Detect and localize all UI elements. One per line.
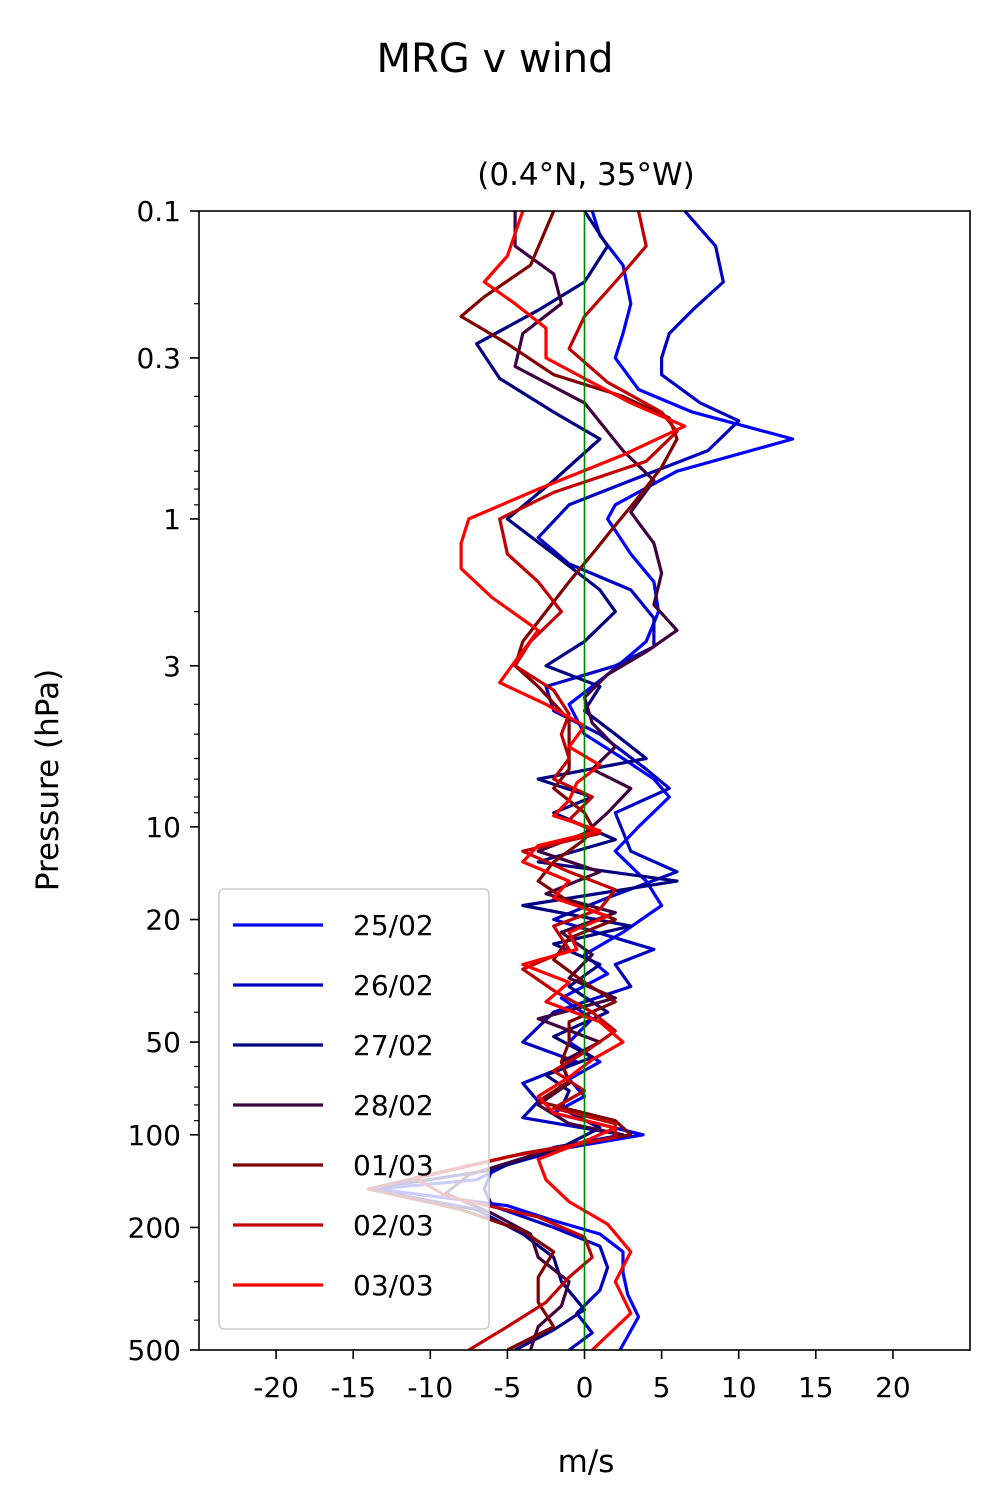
- y-tick-label: 3: [163, 650, 181, 683]
- y-tick-label: 0.3: [136, 342, 181, 375]
- x-tick-label: -15: [330, 1371, 376, 1404]
- chart-subtitle: (0.4°N, 35°W): [477, 157, 694, 193]
- x-tick-label: -5: [493, 1371, 521, 1404]
- x-tick-label: 5: [653, 1371, 671, 1404]
- legend-label-4: 01/03: [353, 1149, 434, 1182]
- x-tick-label: -10: [407, 1371, 453, 1404]
- x-tick-label: 10: [721, 1371, 757, 1404]
- legend-label-2: 27/02: [353, 1029, 434, 1062]
- y-tick-label: 50: [145, 1026, 181, 1059]
- plot-area: -20 -15 -10 -5 0 5 10 15 20 0.1 0.3 1 3 10 20 50 100 200 5…: [128, 195, 971, 1404]
- legend-label-6: 03/03: [353, 1269, 434, 1302]
- x-tick-label: 20: [875, 1371, 911, 1404]
- x-tick-label: 15: [798, 1371, 834, 1404]
- series-line-6: [459, 211, 687, 1350]
- legend-label-0: 25/02: [353, 909, 434, 942]
- legend-label-3: 28/02: [353, 1089, 434, 1122]
- y-tick-label: 1: [163, 503, 181, 536]
- y-tick-label: 200: [128, 1211, 181, 1244]
- y-tick-label: 100: [128, 1119, 181, 1152]
- legend-box: [218, 888, 490, 1330]
- y-tick-label: 10: [145, 811, 181, 844]
- y-tick-label: 0.1: [136, 195, 181, 228]
- legend: 25/02 26/02 27/02 28/02 01/03 02/03 03/03: [218, 888, 490, 1330]
- legend-label-1: 26/02: [353, 969, 434, 1002]
- legend-label-5: 02/03: [353, 1209, 434, 1242]
- x-tick-label: 0: [576, 1371, 594, 1404]
- chart-title: MRG v wind: [377, 36, 614, 82]
- y-axis-label: Pressure (hPa): [30, 669, 66, 891]
- x-tick-label: -20: [253, 1371, 299, 1404]
- y-tick-label: 20: [145, 904, 181, 937]
- x-axis-label: m/s: [558, 1444, 615, 1480]
- series-lines: [367, 211, 795, 1350]
- y-tick-label: 500: [128, 1334, 181, 1367]
